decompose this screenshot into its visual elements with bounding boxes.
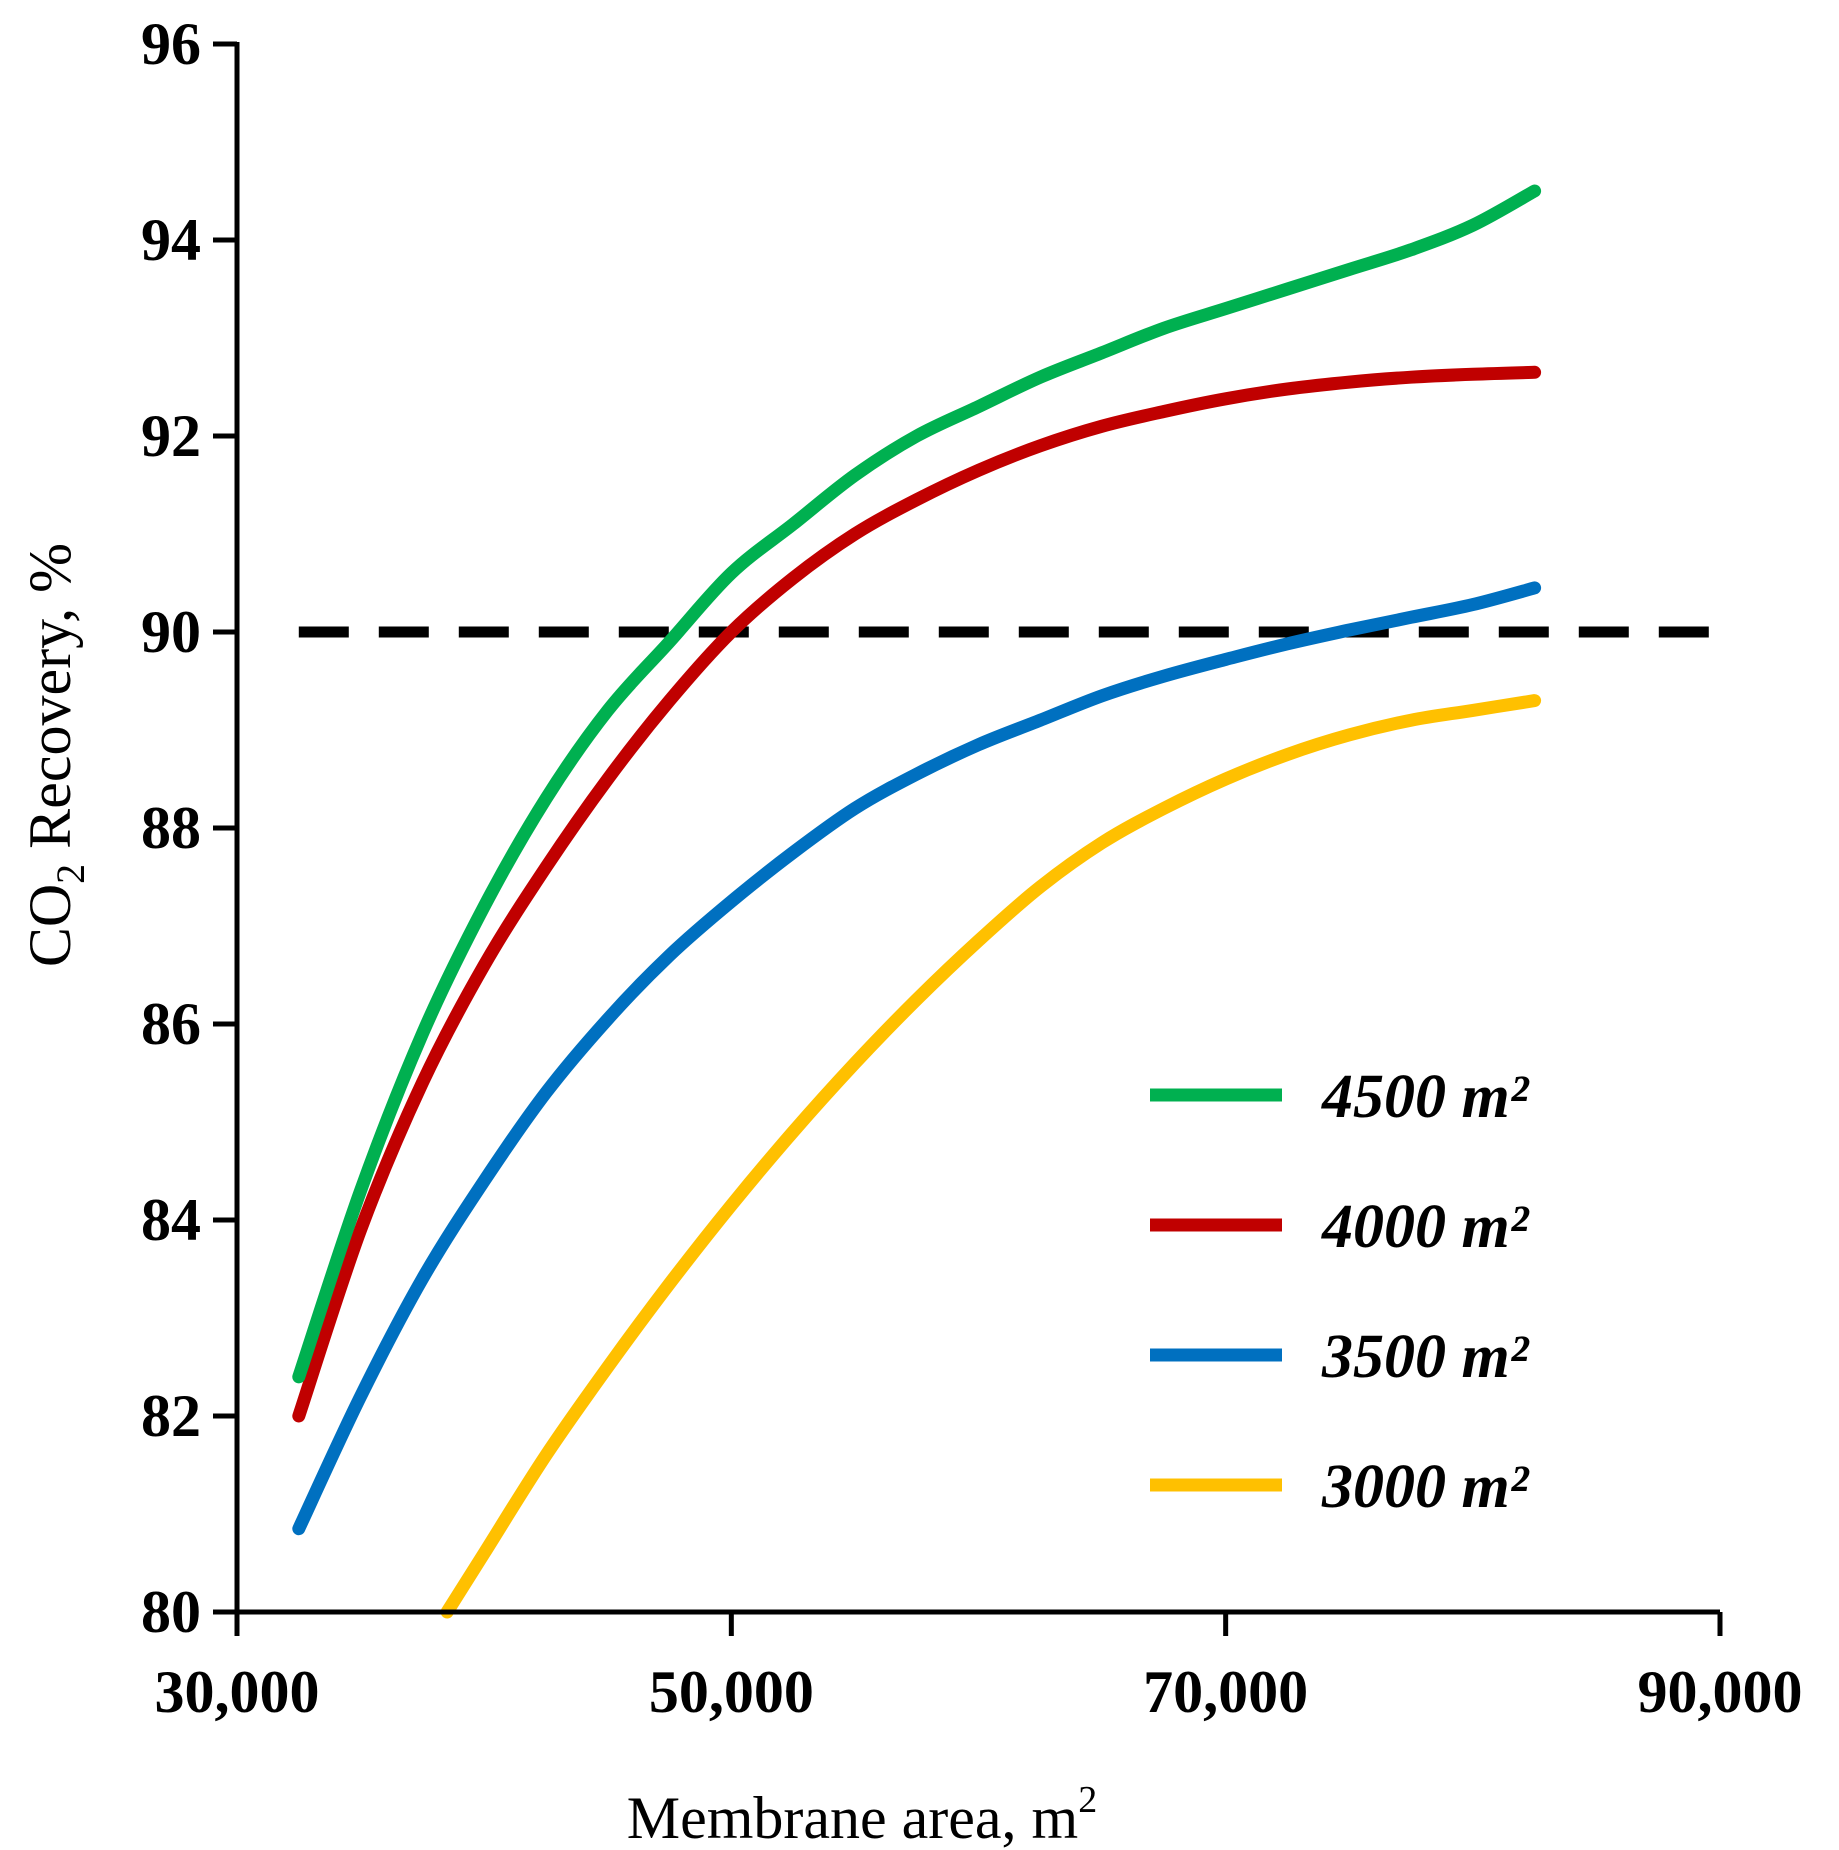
- y-tick-label-84: 84: [141, 1187, 201, 1253]
- series-layer: [299, 191, 1535, 1612]
- y-tick-label-94: 94: [141, 207, 201, 273]
- x-tick-label-70000: 70,000: [1143, 1659, 1308, 1725]
- x-tick-label-90000: 90,000: [1638, 1659, 1803, 1725]
- y-tick-label-90: 90: [141, 599, 201, 665]
- y-tick-label-86: 86: [141, 991, 201, 1057]
- y-tick-label-82: 82: [141, 1383, 201, 1449]
- y-tick-label-80: 80: [141, 1579, 201, 1645]
- x-axis-title: Membrane area, m2: [627, 1779, 1097, 1850]
- y-tick-label-92: 92: [141, 403, 201, 469]
- legend: 4500 m² 4000 m² 3500 m² 3000 m²: [1150, 1063, 1530, 1521]
- y-axis-title: CO2 Recovery, %: [17, 543, 93, 967]
- x-tick-label-50000: 50,000: [649, 1659, 814, 1725]
- legend-label-3500: 3500 m²: [1321, 1323, 1530, 1391]
- legend-label-3000: 3000 m²: [1321, 1453, 1530, 1521]
- y-tick-label-88: 88: [141, 795, 201, 861]
- legend-label-4500: 4500 m²: [1321, 1063, 1530, 1131]
- y-tick-label-96: 96: [141, 11, 201, 77]
- legend-label-4000: 4000 m²: [1321, 1193, 1530, 1261]
- chart: 80 82 84 86 88 90 92 94 96 30,000 50,000 70,000 90,0…: [0, 0, 1839, 1850]
- x-tick-label-30000: 30,000: [155, 1659, 320, 1725]
- axes-layer: 80 82 84 86 88 90 92 94 96 30,000 50,000 70,000 90,0…: [141, 11, 1803, 1725]
